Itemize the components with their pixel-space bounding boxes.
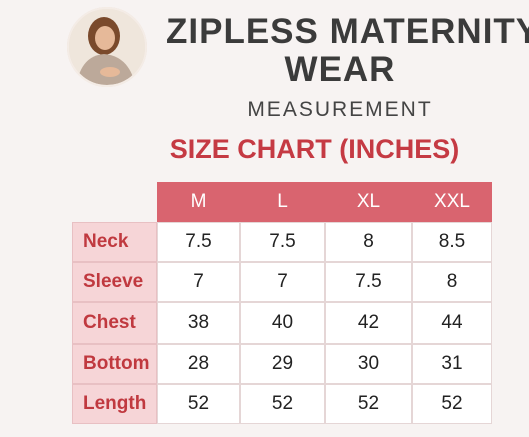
row-label: Chest [72,302,157,344]
table-cell: 7.5 [157,222,240,262]
table-cell: 7 [240,262,325,302]
subtitle: MEASUREMENT [247,98,433,121]
table-cell: 7.5 [325,262,412,302]
table-cell: 8 [412,262,492,302]
table-cell: 52 [240,384,325,424]
column-header: M [157,182,240,222]
table-cell: 7.5 [240,222,325,262]
table-cell: 38 [157,302,240,344]
title: WEAR [284,50,396,89]
table-cell: 8 [325,222,412,262]
table-cell: 44 [412,302,492,344]
table-cell: 52 [412,384,492,424]
table-cell: 42 [325,302,412,344]
table-cell: 52 [157,384,240,424]
row-label: Neck [72,222,157,262]
table-cell: 7 [157,262,240,302]
table-cell: 30 [325,344,412,384]
column-header: XL [325,182,412,222]
chart-title: SIZE CHART (INCHES) [169,134,460,164]
title: ZIPLESS MATERNITY [166,12,529,51]
row-label: Bottom [72,344,157,384]
table-cell: 52 [325,384,412,424]
avatar [67,7,147,87]
table-cell: 8.5 [412,222,492,262]
row-label: Sleeve [72,262,157,302]
table-cell: 29 [240,344,325,384]
table-cell: 40 [240,302,325,344]
row-label: Length [72,384,157,424]
table-cell: 28 [157,344,240,384]
column-header: XXL [412,182,492,222]
column-header: L [240,182,325,222]
table-cell: 31 [412,344,492,384]
